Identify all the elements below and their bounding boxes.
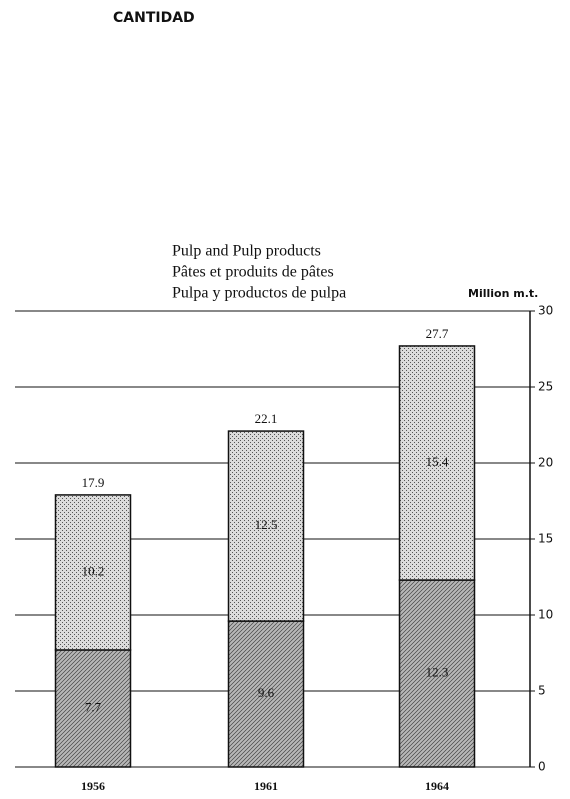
y-tick-label: 30 bbox=[538, 304, 553, 318]
y-axis-label: Million m.t. bbox=[468, 287, 538, 300]
x-tick-label: 1956 bbox=[81, 779, 105, 793]
total-label: 22.1 bbox=[255, 411, 278, 426]
value-label: 9.6 bbox=[258, 685, 275, 700]
bar-segment bbox=[227, 620, 305, 768]
x-tick-label: 1961 bbox=[254, 779, 278, 793]
value-label: 12.5 bbox=[255, 517, 278, 532]
bar-segment bbox=[398, 345, 476, 581]
y-tick-label: 20 bbox=[538, 456, 553, 470]
bar-segment bbox=[398, 579, 476, 768]
chart-title: Pâtes et produits de pâtes bbox=[172, 264, 334, 281]
page-header: CANTIDAD bbox=[113, 10, 195, 26]
bar-segment bbox=[54, 649, 132, 768]
value-label: 10.2 bbox=[82, 563, 105, 578]
value-label: 15.4 bbox=[426, 454, 449, 469]
total-label: 17.9 bbox=[82, 475, 105, 490]
y-tick-label: 25 bbox=[538, 380, 553, 394]
x-tick-label: 1964 bbox=[425, 779, 449, 793]
total-label: 27.7 bbox=[426, 326, 449, 341]
y-tick-label: 5 bbox=[538, 684, 546, 698]
value-label: 12.3 bbox=[426, 665, 449, 680]
bar-segment bbox=[227, 430, 305, 622]
value-label: 7.7 bbox=[85, 699, 102, 714]
y-tick-label: 10 bbox=[538, 608, 553, 622]
bar-segment bbox=[54, 494, 132, 651]
chart-title: Pulpa y productos de pulpa bbox=[172, 285, 346, 302]
chart-title: Pulp and Pulp products bbox=[172, 243, 321, 260]
y-tick-label: 0 bbox=[538, 760, 546, 774]
y-tick-label: 15 bbox=[538, 532, 553, 546]
